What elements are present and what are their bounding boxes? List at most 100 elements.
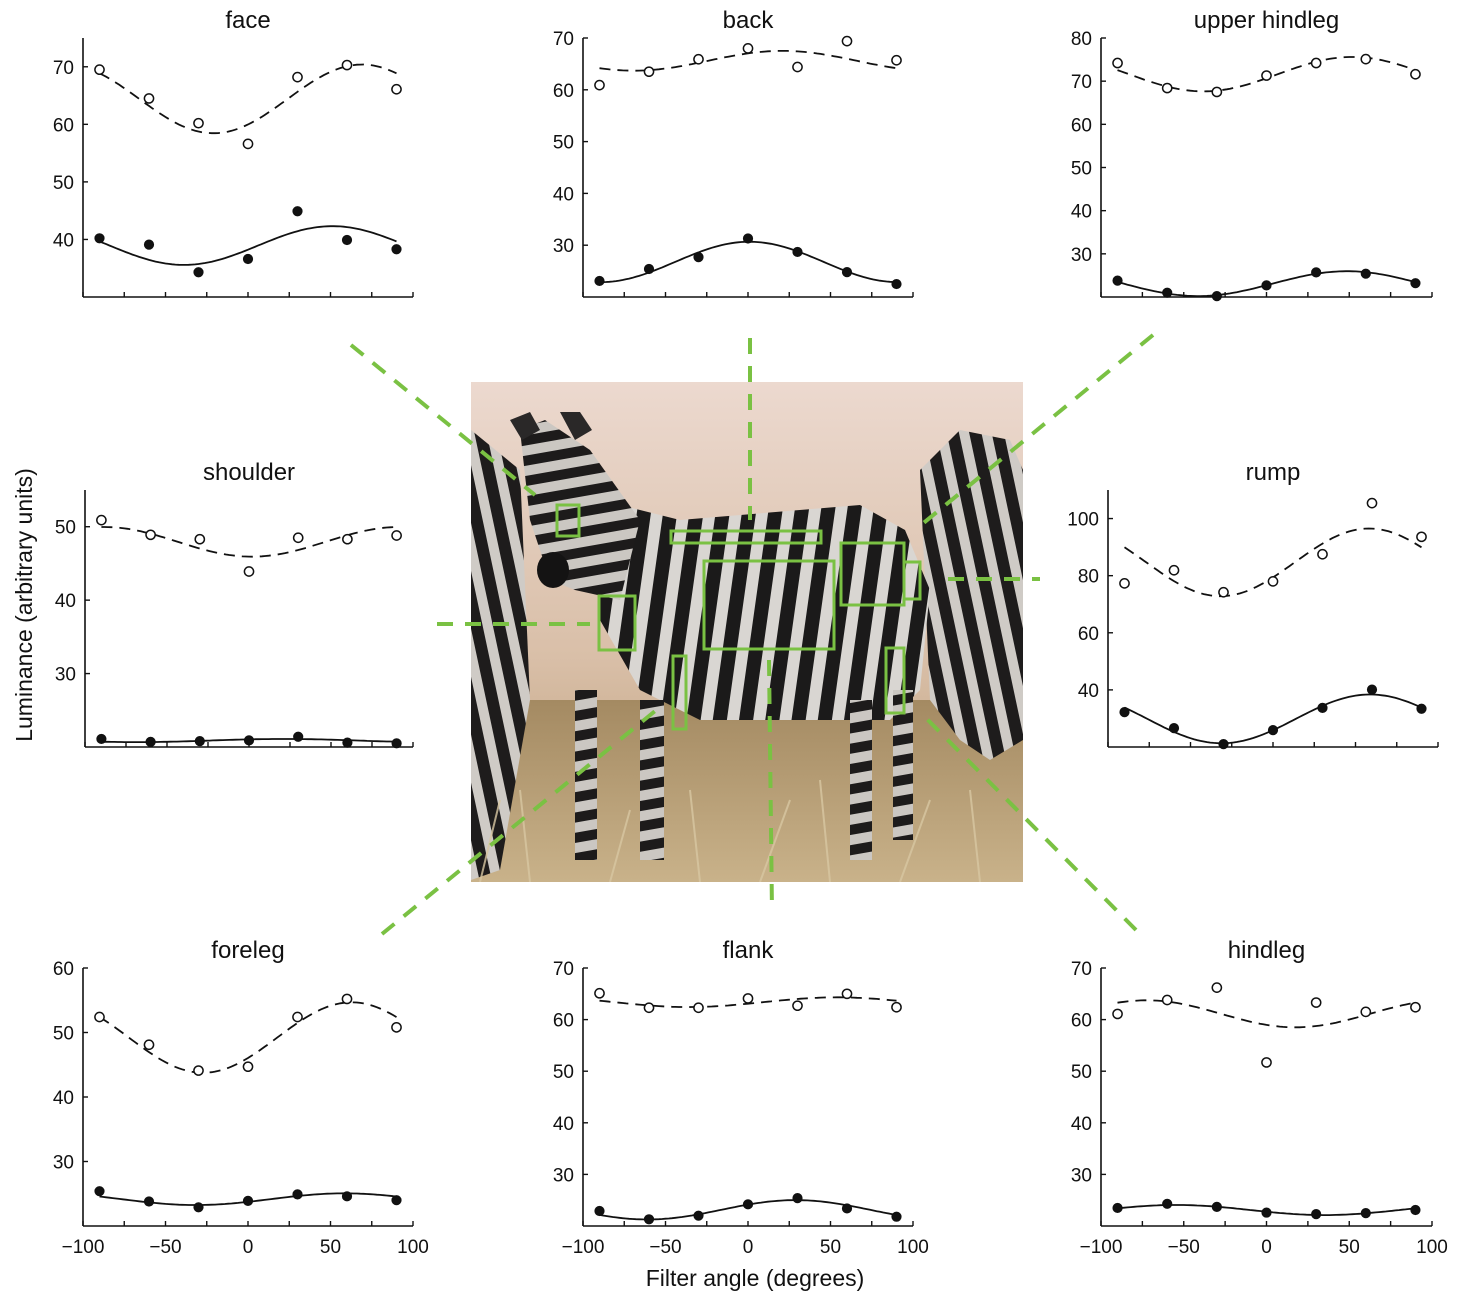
filled-data-point [1360,268,1371,279]
filled-data-point [841,1203,853,1214]
filled-data-point [193,267,204,278]
open-data-point [1410,68,1421,80]
x-tick-label: −100 [62,1237,105,1258]
filled-data-point [243,735,255,746]
open-series-fit-line [101,526,397,558]
roi-face [555,503,581,538]
open-data-point [143,1039,155,1051]
panel-flank: flank 30 40 50 60 70 −100 −50 0 50 100 [553,937,929,1258]
y-tick-label: 70 [1071,72,1092,93]
roi-back [669,529,823,545]
y-tick-label: 40 [53,1088,74,1109]
filled-data-point [1267,725,1279,736]
filled-data-point [1119,707,1130,718]
filled-data-point [891,1211,902,1222]
y-tick-label: 50 [1071,159,1092,180]
filled-data-point [1311,267,1322,278]
y-tick-label: 30 [1071,1165,1092,1186]
filled-data-point [94,233,105,244]
panel-upper-hindleg: upper hindleg 30 40 50 60 70 80 [1071,7,1433,302]
y-tick-label: 30 [553,1165,574,1186]
panel-title: foreleg [211,937,284,964]
filled-data-point [1360,1208,1371,1219]
open-data-point [742,43,754,54]
open-data-point [1218,586,1229,598]
filled-data-point [341,234,353,246]
filled-data-point [1218,739,1229,750]
panel-title: flank [723,937,775,964]
open-data-point [742,993,754,1004]
open-data-point [194,533,206,545]
open-data-point [891,1001,902,1013]
open-data-point [643,66,655,78]
x-tick-label: −50 [649,1237,681,1258]
panel-title: hindleg [1228,937,1305,964]
filled-data-point [1317,702,1328,713]
open-data-point [145,529,156,541]
open-data-point [792,61,803,73]
filled-data-point [792,246,803,258]
x-axis-label: Filter angle (degrees) [646,1265,865,1291]
y-tick-label: 100 [1067,510,1099,531]
connector-hindleg [918,710,1138,932]
y-tick-label: 40 [1078,681,1099,702]
y-tick-label: 40 [53,230,74,251]
roi-foreleg [671,654,688,731]
filled-series-fit-line [1124,693,1422,745]
filled-data-point [693,252,704,263]
filled-data-point [292,206,303,217]
filled-data-point [145,736,156,747]
y-tick-label: 40 [553,184,574,205]
filled-data-point [391,738,402,749]
open-data-point [594,79,605,91]
y-tick-label: 60 [53,115,74,136]
open-data-point [96,514,107,526]
open-data-point [292,532,304,544]
y-tick-label: 40 [553,1114,574,1135]
filled-data-point [292,1189,303,1200]
y-tick-label: 30 [1071,245,1092,266]
filled-data-point [242,1195,254,1206]
y-tick-label: 50 [1071,1062,1092,1083]
open-data-point [1112,57,1123,69]
open-data-point [1317,548,1328,560]
filled-data-point [643,263,655,275]
roi-rump [902,560,922,601]
x-tick-label: −50 [149,1237,181,1258]
open-data-point [94,64,105,76]
y-tick-label: 70 [1071,959,1092,980]
open-data-point [1416,531,1427,543]
open-data-point [1211,982,1223,993]
open-data-point [841,988,853,1000]
open-data-point [1310,997,1322,1008]
filled-data-point [643,1214,655,1225]
filled-data-point [742,233,754,244]
filled-data-point [594,1205,605,1217]
open-data-point [94,1011,105,1023]
open-data-point [341,993,353,1005]
open-data-point [1119,578,1130,589]
filled-data-point [594,275,605,287]
y-tick-label: 30 [55,665,76,686]
y-tick-label: 30 [53,1153,74,1174]
y-tick-label: 50 [53,173,74,194]
open-data-point [792,1000,803,1012]
x-tick-label: −100 [562,1237,605,1258]
open-data-point [143,93,155,104]
open-data-point [1261,70,1272,81]
x-tick-label: 50 [1339,1237,1360,1258]
x-tick-label: 0 [243,1237,254,1258]
filled-data-point [194,736,205,747]
filled-data-point [693,1210,704,1221]
panel-back: back 30 40 50 60 70 [553,7,914,298]
y-tick-label: 30 [553,236,574,257]
open-data-point [242,138,254,150]
roi-flank [702,559,836,651]
open-data-point [693,53,704,65]
open-data-point [891,54,902,66]
y-tick-label: 50 [553,1062,574,1083]
open-data-point [1360,1006,1372,1018]
zebra-photo [471,382,1023,882]
y-tick-label: 60 [1078,624,1099,645]
